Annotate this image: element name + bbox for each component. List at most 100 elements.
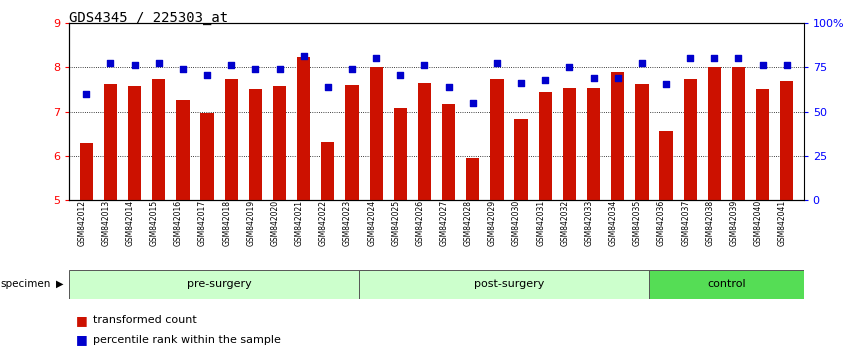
Text: ■: ■ [76,314,88,327]
Point [490,60,503,66]
FancyBboxPatch shape [360,270,659,298]
Bar [128,86,141,200]
Text: GSM842026: GSM842026 [415,200,425,246]
Bar [491,79,503,200]
Bar [418,83,431,200]
Text: GSM842040: GSM842040 [754,200,762,246]
Bar [611,72,624,200]
Bar [442,104,455,200]
Text: ▶: ▶ [56,279,63,289]
Bar [297,57,310,200]
Point [755,62,769,68]
Point [104,60,118,66]
Text: percentile rank within the sample: percentile rank within the sample [93,335,281,345]
Bar [224,79,238,200]
Point [297,53,310,59]
Text: GSM842025: GSM842025 [392,200,400,246]
Bar [514,119,528,200]
Text: GSM842018: GSM842018 [222,200,231,246]
Text: GSM842019: GSM842019 [246,200,255,246]
Text: GDS4345 / 225303_at: GDS4345 / 225303_at [69,11,228,25]
Bar [756,89,769,200]
Point [249,67,262,72]
Bar [539,92,552,200]
Point [732,56,745,61]
Point [393,72,407,78]
Text: GSM842036: GSM842036 [657,200,666,246]
Text: GSM842016: GSM842016 [174,200,183,246]
Text: GSM842037: GSM842037 [681,200,690,246]
Bar [635,84,649,200]
Point [345,67,359,72]
Text: GSM842032: GSM842032 [560,200,569,246]
Text: GSM842034: GSM842034 [609,200,618,246]
Bar [201,113,214,200]
Point [659,81,673,87]
Bar [345,85,359,200]
Text: GSM842033: GSM842033 [585,200,594,246]
Text: GSM842028: GSM842028 [464,200,473,246]
Text: GSM842013: GSM842013 [102,200,111,246]
Bar [563,88,576,200]
Point [635,60,649,66]
Bar [321,143,334,200]
Bar [587,88,600,200]
Bar [152,79,165,200]
Text: control: control [707,279,745,289]
Bar [732,67,745,200]
Point [370,56,383,61]
Point [611,75,624,81]
Bar [273,86,286,200]
Text: GSM842023: GSM842023 [343,200,352,246]
Bar [249,88,262,200]
Bar [466,158,480,200]
Text: post-surgery: post-surgery [474,279,544,289]
Text: GSM842027: GSM842027 [440,200,448,246]
Point [272,67,286,72]
Point [587,75,601,81]
Text: GSM842022: GSM842022 [319,200,328,246]
Text: pre-surgery: pre-surgery [187,279,251,289]
Text: GSM842035: GSM842035 [633,200,642,246]
Point [563,64,576,70]
Text: ■: ■ [76,333,88,346]
Text: GSM842039: GSM842039 [729,200,739,246]
Text: GSM842015: GSM842015 [150,200,159,246]
Point [538,77,552,82]
Point [514,80,528,86]
Bar [780,81,794,200]
Text: GSM842031: GSM842031 [536,200,545,246]
Point [442,84,455,90]
Point [321,84,335,90]
Point [152,60,166,66]
Point [466,100,480,105]
Bar [80,143,93,200]
FancyBboxPatch shape [69,270,369,298]
Point [201,72,214,78]
Point [176,67,190,72]
Point [224,62,238,68]
Text: transformed count: transformed count [93,315,197,325]
Text: GSM842017: GSM842017 [198,200,207,246]
Bar [370,67,382,200]
Point [128,62,141,68]
Bar [684,79,697,200]
Text: GSM842029: GSM842029 [488,200,497,246]
Text: GSM842041: GSM842041 [777,200,787,246]
Point [684,56,697,61]
Bar [393,108,407,200]
Text: specimen: specimen [1,279,52,289]
Text: GSM842014: GSM842014 [125,200,135,246]
Text: GSM842020: GSM842020 [271,200,279,246]
Bar [104,84,117,200]
Point [80,91,93,97]
Bar [708,67,721,200]
Text: GSM842012: GSM842012 [77,200,86,246]
Text: GSM842024: GSM842024 [367,200,376,246]
Point [418,62,431,68]
Text: GSM842030: GSM842030 [512,200,521,246]
Bar [176,99,190,200]
Text: GSM842021: GSM842021 [294,200,304,246]
Point [780,62,794,68]
Point [707,56,721,61]
